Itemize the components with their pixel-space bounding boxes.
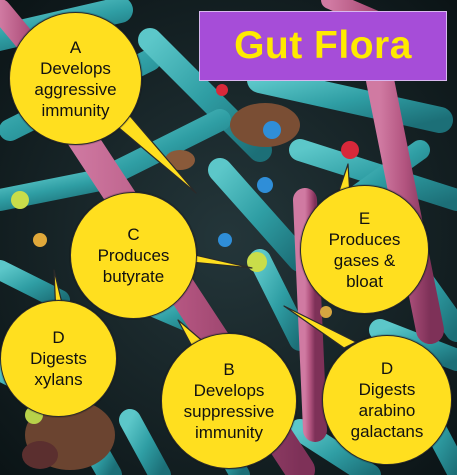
bubble-c-line-2: butyrate — [102, 267, 165, 286]
bubble-e-line-3: bloat — [346, 271, 383, 291]
bubble-d-arabinogalactans: D Digests arabino galactans — [322, 335, 452, 465]
bubble-b-letter: B — [223, 360, 235, 379]
bubble-d-xylans: D Digests xylans — [0, 300, 117, 417]
bubble-b-line-1: Develops — [193, 381, 265, 400]
bubble-a: A Develops aggressive immunity — [9, 12, 142, 145]
bubble-c: C Produces butyrate — [70, 192, 197, 319]
bubble-e-letter: E — [358, 208, 371, 228]
bubble-e-line-2: gases & — [333, 250, 396, 270]
bubble-b-line-3: immunity — [194, 423, 263, 442]
bubble-d-arabinogalactans-line-2: arabino — [358, 401, 416, 420]
bubble-d-xylans-line-1: Digests — [30, 349, 87, 368]
bubble-b: B Develops suppressive immunity — [161, 333, 297, 469]
page-title: Gut Flora — [199, 11, 447, 81]
bubble-c-letter: C — [127, 225, 140, 244]
bubble-e-line-1: Produces — [328, 229, 401, 249]
bubble-a-letter: A — [69, 37, 82, 57]
bubble-d-arabinogalactans-line-1: Digests — [358, 380, 416, 399]
bubble-a-line-1: Develops — [40, 58, 111, 78]
bubble-a-line-3: immunity — [41, 100, 110, 120]
bubble-e: E Produces gases & bloat — [300, 185, 429, 314]
bubble-d-xylans-line-2: xylans — [34, 370, 83, 389]
bubble-b-line-2: suppressive — [183, 402, 275, 421]
bubble-c-line-1: Produces — [97, 246, 170, 265]
bubble-d-arabinogalactans-letter: D — [380, 359, 394, 378]
bubble-a-line-2: aggressive — [34, 79, 117, 99]
bubble-d-arabinogalactans-line-3: galactans — [350, 422, 424, 441]
bubble-d-xylans-letter: D — [52, 328, 65, 347]
